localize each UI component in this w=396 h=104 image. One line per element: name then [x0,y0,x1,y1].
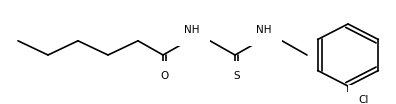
Text: S: S [234,71,240,81]
Text: Cl: Cl [358,95,368,104]
Text: O: O [161,71,169,81]
Text: NH: NH [256,25,272,35]
Text: NH: NH [184,25,200,35]
